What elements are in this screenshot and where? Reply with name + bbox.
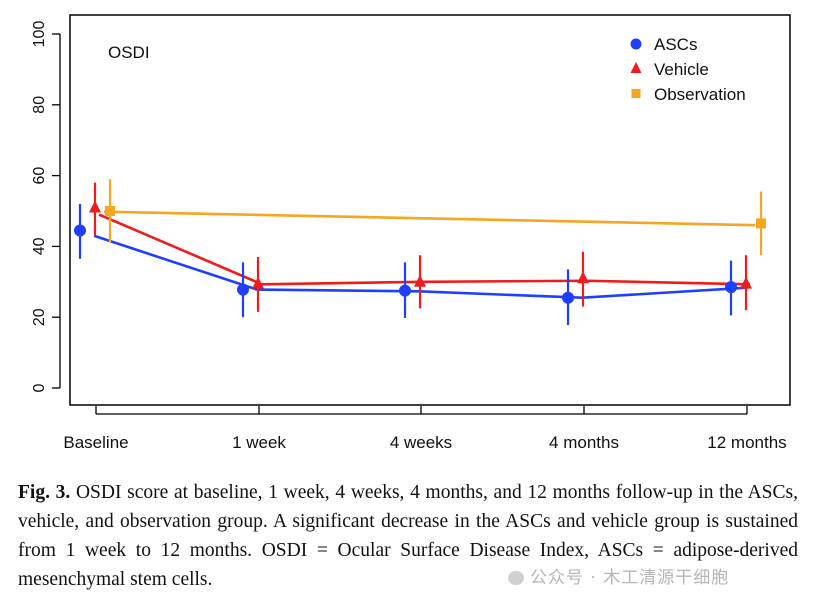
series-line-vehicle — [98, 213, 751, 286]
data-markers — [74, 200, 766, 304]
legend-marker-vehicle — [630, 62, 642, 73]
y-tick-label: 20 — [31, 308, 48, 326]
point-observation — [756, 218, 766, 229]
y-tick-label: 40 — [31, 237, 48, 255]
legend-label-observation: Observation — [654, 85, 746, 104]
point-vehicle — [414, 274, 426, 287]
point-observation — [105, 206, 115, 216]
legend-marker-ascs — [630, 38, 642, 50]
point-vehicle — [89, 200, 101, 213]
y-tick-label: 80 — [31, 96, 48, 114]
y-axis: 0 20 40 60 80 100 — [31, 21, 61, 392]
caption-text: OSDI score at baseline, 1 week, 4 weeks,… — [18, 482, 798, 590]
point-vehicle — [740, 276, 752, 289]
legend-marker-observation — [631, 89, 641, 98]
point-vehicle — [252, 276, 264, 289]
x-tick-label: 12 months — [707, 433, 786, 452]
watermark: 公众号 · 木工清源干细胞 — [508, 563, 729, 588]
caption-fig-label: Fig. 3. — [18, 482, 71, 503]
x-tick-label: Baseline — [63, 433, 128, 452]
panel-label: OSDI — [108, 43, 150, 62]
osdi-chart: 0 20 40 60 80 100 Baseline 1 week 4 weeks 4 mont… — [31, 14, 791, 452]
y-tick-label: 60 — [31, 167, 48, 185]
error-bars — [78, 179, 763, 325]
series-line-observation — [103, 210, 756, 227]
point-ascs — [399, 284, 411, 297]
point-ascs — [74, 224, 86, 237]
wechat-icon — [508, 571, 524, 585]
y-tick-label: 100 — [31, 21, 48, 48]
x-tick-label: 1 week — [232, 433, 286, 452]
point-ascs — [562, 291, 574, 304]
figure-caption: Fig. 3. OSDI score at baseline, 1 week, … — [18, 478, 798, 594]
legend-label-ascs: ASCs — [654, 35, 697, 54]
plot-frame — [69, 14, 791, 406]
x-axis: Baseline 1 week 4 weeks 4 months 12 months — [63, 406, 787, 452]
legend-label-vehicle: Vehicle — [654, 60, 709, 79]
x-tick-label: 4 months — [549, 433, 619, 452]
point-ascs — [237, 283, 249, 296]
y-tick-label: 0 — [31, 383, 48, 392]
x-tick-label: 4 weeks — [390, 433, 452, 452]
point-ascs — [725, 281, 737, 294]
point-vehicle — [577, 271, 589, 284]
watermark-text: 公众号 · 木工清源干细胞 — [530, 568, 730, 588]
legend: ASCs Vehicle Observation — [630, 35, 746, 104]
